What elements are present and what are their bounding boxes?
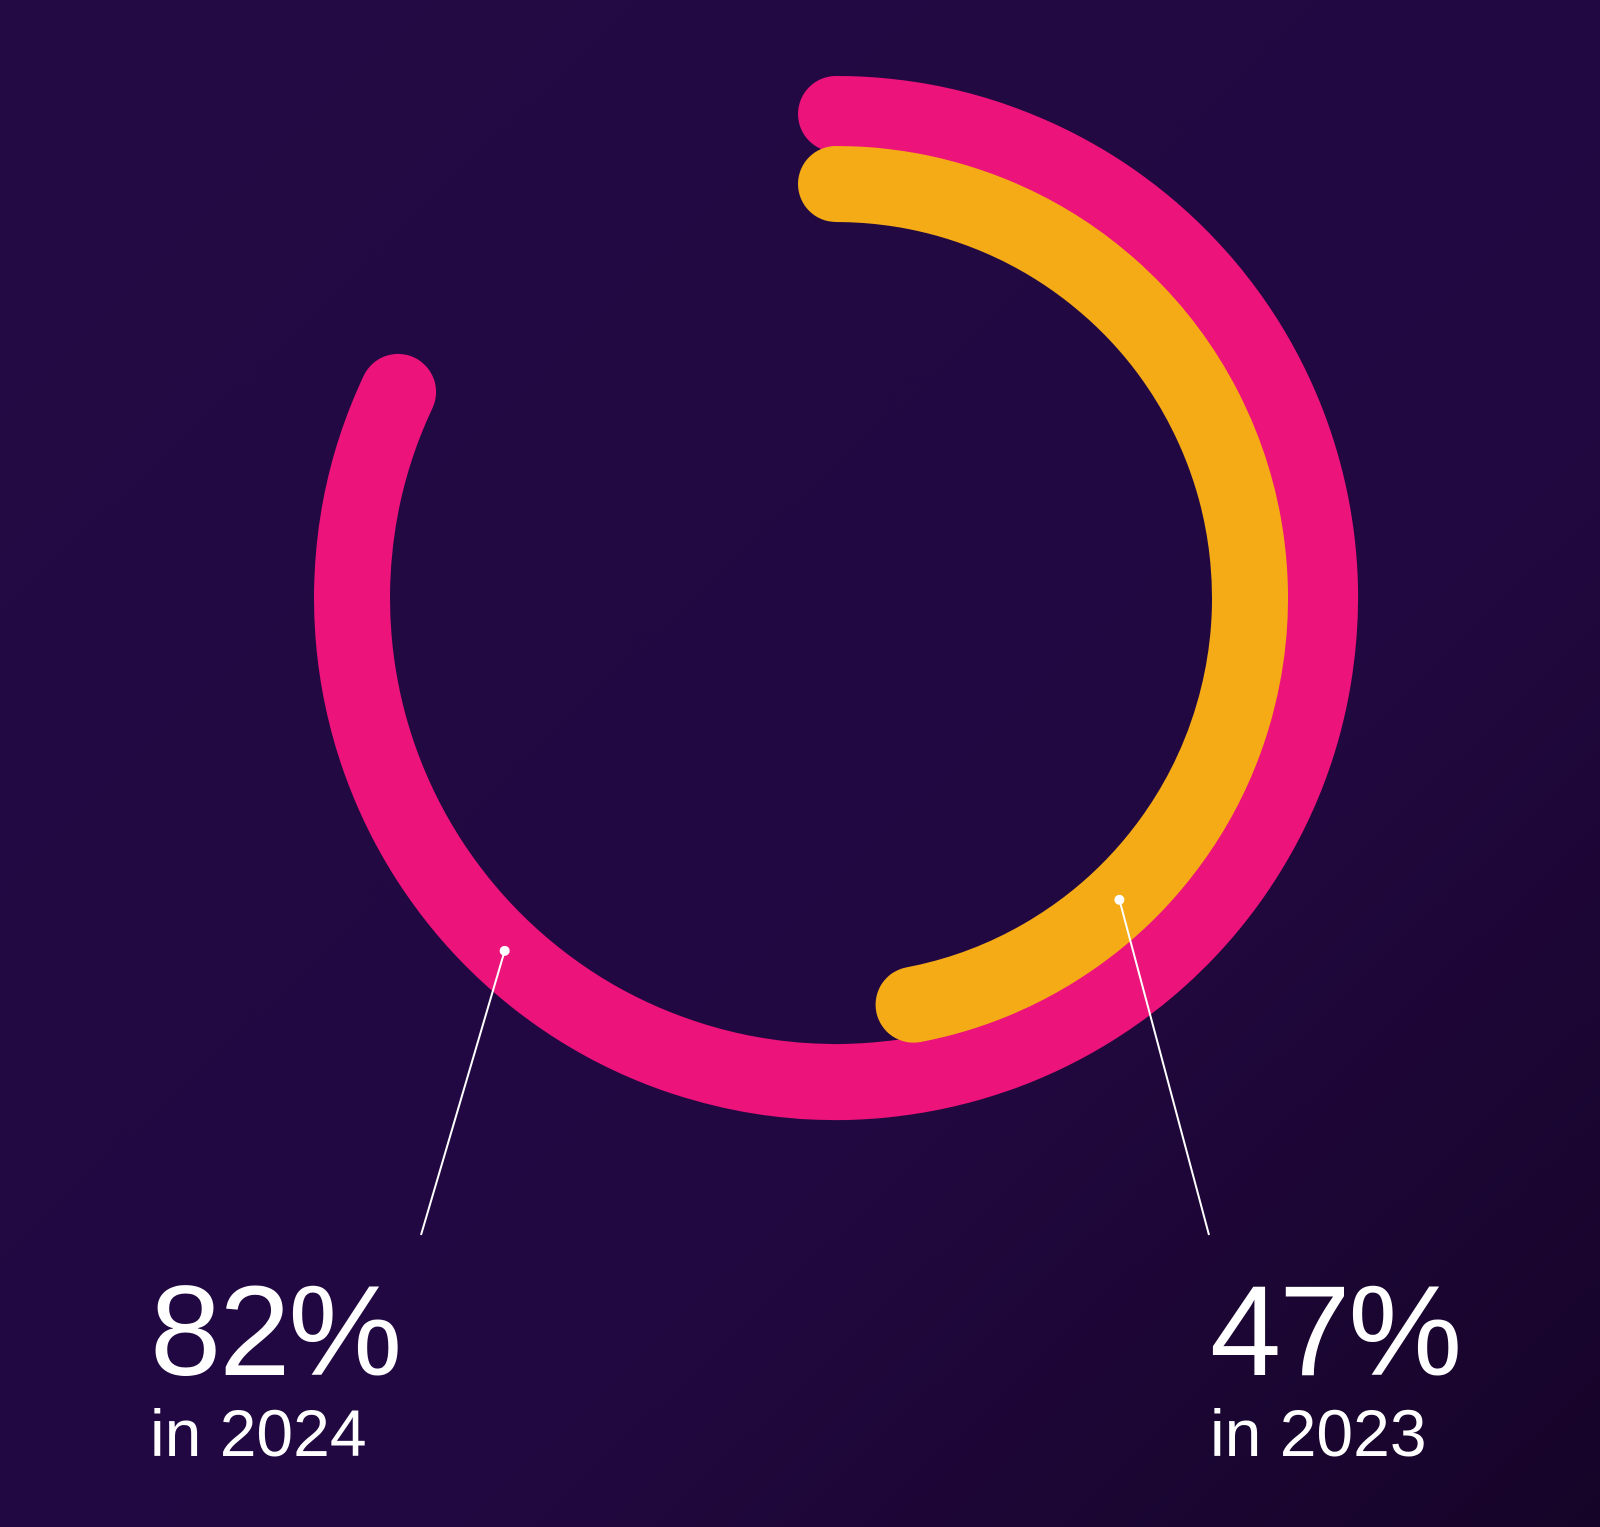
leader-group	[420, 894, 1210, 1236]
leader-line-2024	[420, 950, 506, 1236]
caption-label-2023: in 2023	[1210, 1396, 1427, 1470]
leader-dot-2024	[499, 945, 510, 956]
leader-line-2023	[1118, 899, 1210, 1236]
ring-arc-2024	[314, 76, 1358, 1120]
ring-arc-2023	[798, 146, 1289, 1043]
value-label-2024: 82%	[150, 1260, 402, 1403]
ring-group	[314, 76, 1358, 1120]
leader-dot-2023	[1114, 894, 1125, 905]
caption-label-2024: in 2024	[150, 1396, 367, 1470]
value-label-2023: 47%	[1210, 1260, 1462, 1403]
callout-2023: 47% in 2023	[1210, 1260, 1462, 1470]
callout-2024: 82% in 2024	[150, 1260, 402, 1470]
